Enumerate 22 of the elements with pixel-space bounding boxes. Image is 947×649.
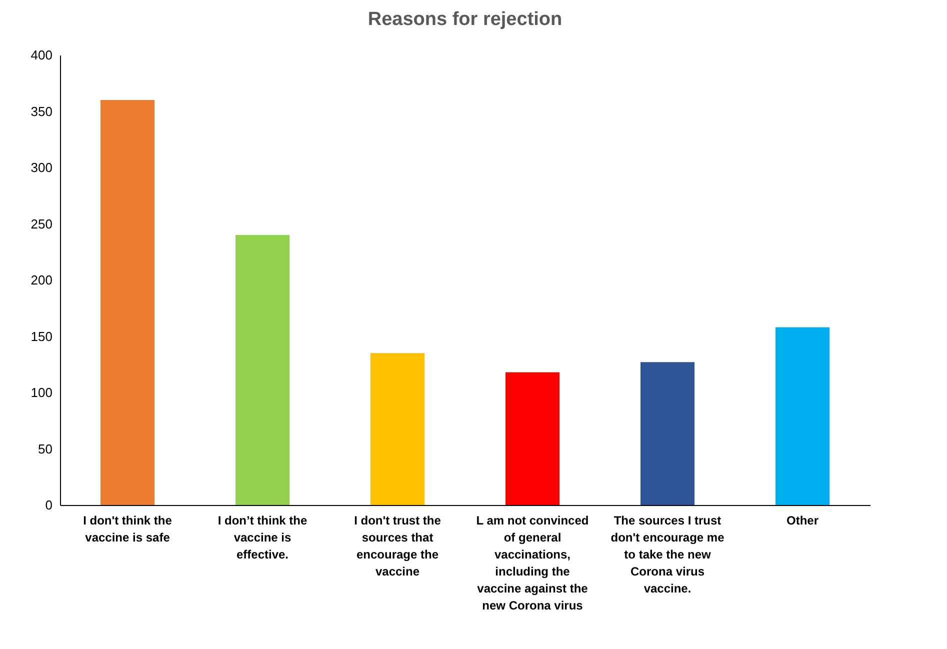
x-tick-label: The sources I trust don't encourage me to take the new Corona virus vaccine. [610,514,725,596]
x-tick-label: Other [786,514,819,528]
y-tick-label: 400 [30,48,52,62]
bar [776,327,830,505]
x-tick-label: I don't think the vaccine is safe [83,514,172,544]
bar [100,100,154,505]
y-tick-label: 300 [30,160,52,175]
bar [236,235,290,505]
y-tick-label: 150 [30,328,52,344]
y-tick-label: 50 [38,441,52,456]
bar [640,362,694,505]
y-tick-label: 350 [30,104,52,119]
chart-title: Reasons for rejection [368,9,562,30]
y-tick-label: 200 [30,272,52,288]
x-tick-label: I don’t think the vaccine is effective. [218,514,308,562]
bar [506,372,560,505]
x-tick-label: L am not convinced of general vaccinations, including the vaccine against the new Corona virus [476,514,589,612]
y-tick-label: 0 [45,498,52,512]
y-tick-label: 250 [30,216,52,232]
bar [370,353,424,505]
y-tick-label: 100 [30,385,52,400]
x-tick-label: I don't trust the sources that encourage the vaccine [354,514,442,578]
